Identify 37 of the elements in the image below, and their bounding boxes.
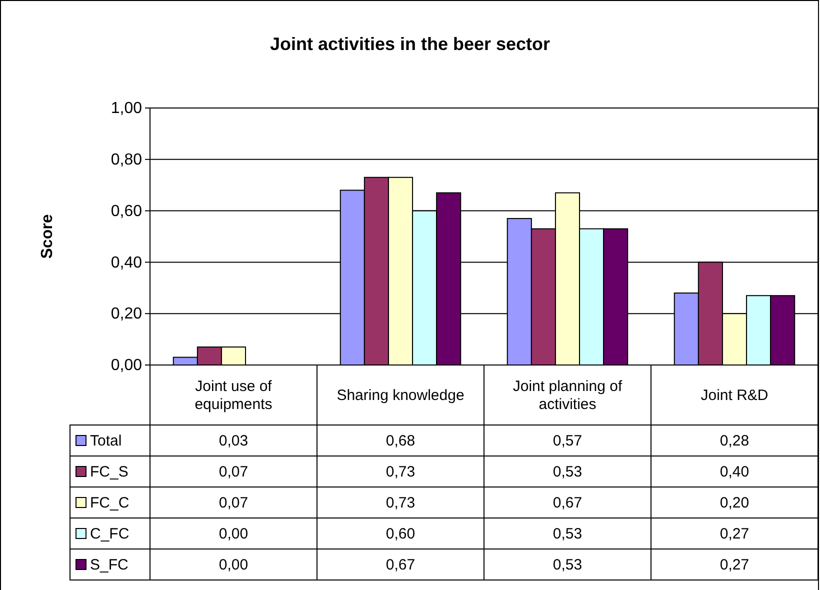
y-tick-label: 0,80 [110, 152, 142, 169]
data-label: 0,53 [552, 556, 582, 574]
data-label: 0,00 [218, 526, 248, 542]
data-label: 0,60 [386, 526, 416, 542]
x-tick-label: Joint R&D [700, 387, 768, 404]
data-label: 0,27 [720, 526, 750, 542]
data-label: 0,40 [720, 464, 750, 480]
legend-label: Total [90, 432, 122, 450]
legend-label: FC_S [90, 464, 128, 480]
data-label: 0,07 [218, 494, 248, 512]
data-label: 0,03 [218, 432, 248, 450]
y-tick-label: 0,20 [110, 306, 142, 323]
data-label: 0,67 [386, 556, 416, 574]
data-label: 0,28 [720, 432, 750, 450]
y-tick-label: 0,00 [110, 357, 142, 374]
data-label: 0,00 [218, 556, 248, 574]
chart-title: Joint activities in the beer sector [270, 34, 550, 54]
y-axis-title: Score [39, 214, 56, 259]
y-tick-label: 1,00 [110, 100, 142, 118]
legend-label: C_FC [90, 526, 130, 542]
data-label: 0,20 [720, 494, 750, 512]
x-tick-label: Joint planning of activities [512, 378, 623, 413]
x-tick-label: Joint use of equipments [194, 378, 273, 413]
data-label: 0,57 [552, 432, 582, 450]
legend-label: FC_C [90, 494, 130, 512]
data-label: 0,53 [552, 526, 582, 542]
y-tick-label: 0,60 [110, 202, 142, 220]
x-tick-label: Sharing knowledge [336, 387, 464, 404]
data-label: 0,67 [552, 494, 582, 512]
data-label: 0,73 [386, 494, 416, 512]
data-label: 0,27 [720, 556, 750, 574]
data-label: 0,53 [552, 464, 582, 480]
legend-label: S_FC [90, 556, 129, 574]
y-tick-label: 0,40 [110, 254, 142, 272]
data-label: 0,68 [386, 432, 416, 450]
data-label: 0,07 [218, 464, 248, 480]
data-label: 0,73 [386, 464, 416, 480]
